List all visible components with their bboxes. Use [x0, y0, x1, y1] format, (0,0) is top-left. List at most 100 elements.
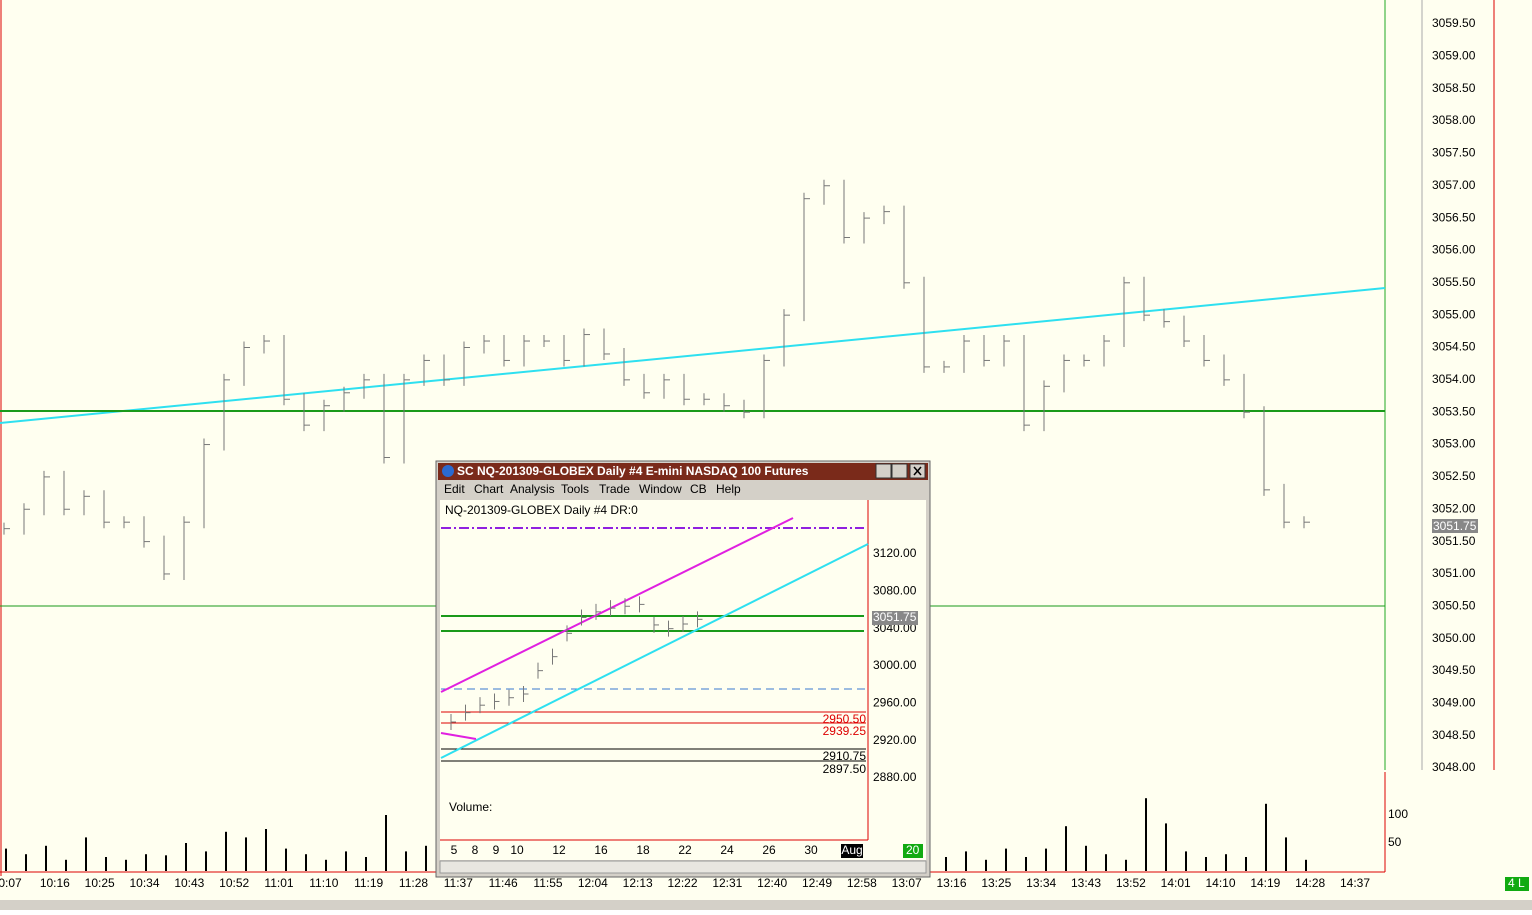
scrollbar[interactable]: [439, 860, 927, 874]
price-label: 3055.00: [1432, 307, 1476, 321]
price-label: 3051.50: [1432, 534, 1476, 548]
time-label: 10:16: [40, 876, 70, 890]
time-label: 11:19: [354, 876, 383, 890]
date-label: 8: [472, 843, 479, 857]
date-label: 18: [636, 843, 650, 857]
price-label: 3055.50: [1432, 275, 1476, 289]
time-label: 13:52: [1116, 876, 1146, 890]
time-label: 11:46: [489, 876, 518, 890]
menu-item: Edit: [444, 482, 465, 496]
menu-item: Trade: [599, 482, 630, 496]
menu-item: Help: [716, 482, 741, 496]
price-label: 3054.00: [1432, 372, 1476, 386]
date-label: 26: [762, 843, 776, 857]
time-label: 10:52: [219, 876, 249, 890]
inner-chart-area: [440, 500, 926, 860]
date-label: 5: [451, 843, 458, 857]
level-label: 2939.25: [823, 724, 867, 738]
trend-line: [440, 543, 869, 759]
minimize-button[interactable]: [875, 463, 892, 479]
status-bar: [0, 900, 1532, 910]
time-label: 14:19: [1250, 876, 1280, 890]
price-label: 3049.00: [1432, 696, 1476, 710]
volume-scale-label: 50: [1388, 835, 1402, 849]
price-label: 3052.00: [1432, 501, 1476, 515]
price-label: 3050.00: [1432, 631, 1476, 645]
badge: 20: [906, 843, 920, 857]
price-label: 2920.00: [873, 733, 917, 747]
window-title: SC NQ-201309-GLOBEX Daily #4 E-mini NASD…: [457, 464, 809, 478]
volume-label: Volume:: [449, 800, 492, 814]
time-label: 11:37: [444, 876, 473, 890]
level-label: 2950.50: [823, 712, 867, 726]
trend-line: [440, 732, 477, 740]
time-label: 12:13: [623, 876, 653, 890]
time-label: 12:49: [802, 876, 832, 890]
price-label: 3059.00: [1432, 49, 1476, 63]
price-label: 2960.00: [873, 695, 917, 709]
price-label: 3057.00: [1432, 178, 1476, 192]
level-label: 2897.50: [823, 762, 867, 776]
price-label: 3058.00: [1432, 113, 1476, 127]
trend-line: [440, 517, 794, 693]
time-label: 13:07: [892, 876, 922, 890]
menu-item: Tools: [561, 482, 589, 496]
inner-window[interactable]: SC NQ-201309-GLOBEX Daily #4 E-mini NASD…: [435, 460, 931, 878]
date-label: 30: [804, 843, 818, 857]
menu-item: CB: [690, 482, 707, 496]
time-label: 12:04: [578, 876, 608, 890]
last-price-box: [1432, 519, 1478, 533]
time-label: 11:01: [264, 876, 293, 890]
time-label: 13:25: [981, 876, 1011, 890]
time-label: 10:34: [129, 876, 159, 890]
price-label: 3051.00: [1432, 566, 1476, 580]
price-label: 3050.50: [1432, 598, 1476, 612]
time-label: 12:22: [667, 876, 697, 890]
close-icon: [913, 466, 922, 476]
time-label: 14:37: [1340, 876, 1370, 890]
time-label: 14:01: [1161, 876, 1191, 890]
level-label: 2910.75: [823, 749, 867, 763]
time-label: 11:10: [309, 876, 338, 890]
status-badge: 4 L: [1508, 876, 1525, 890]
menu-item: Window: [639, 482, 682, 496]
price-label: 3053.00: [1432, 437, 1476, 451]
chart-label: NQ-201309-GLOBEX Daily #4 DR:0: [445, 503, 638, 517]
time-label: 12:40: [757, 876, 787, 890]
date-label: 12: [552, 843, 566, 857]
menu-item: Chart: [474, 482, 504, 496]
last-price: 3051.75: [873, 610, 917, 624]
date-label: 22: [678, 843, 692, 857]
date-highlight: [841, 844, 863, 858]
price-label: 3059.50: [1432, 16, 1476, 30]
date-label: 9: [493, 843, 500, 857]
price-label: 3049.50: [1432, 663, 1476, 677]
price-label: 3054.50: [1432, 340, 1476, 354]
title-bar: [438, 463, 928, 480]
price-label: 3120.00: [873, 546, 917, 560]
last-price: 3051.75: [1433, 519, 1477, 533]
time-label: 10:43: [174, 876, 204, 890]
date-label: 10: [510, 843, 524, 857]
time-label: 0:07: [0, 876, 22, 890]
time-label: 12:31: [712, 876, 742, 890]
price-label: 2880.00: [873, 770, 917, 784]
badge-box: [903, 844, 923, 858]
price-label: 3048.00: [1432, 760, 1476, 774]
price-label: 3080.00: [873, 584, 917, 598]
time-label: 10:25: [85, 876, 115, 890]
maximize-button[interactable]: [891, 463, 908, 479]
price-label: 3057.50: [1432, 146, 1476, 160]
date-label: 24: [720, 843, 734, 857]
time-label: 13:34: [1026, 876, 1056, 890]
time-label: 12:58: [847, 876, 877, 890]
volume-scale-label: 100: [1388, 807, 1408, 821]
date-label: 16: [594, 843, 608, 857]
time-label: 11:55: [533, 876, 562, 890]
price-label: 3056.00: [1432, 243, 1476, 257]
status-badge-box: [1505, 877, 1529, 891]
price-label: 3048.50: [1432, 728, 1476, 742]
time-label: 11:28: [399, 876, 428, 890]
time-label: 14:28: [1295, 876, 1325, 890]
